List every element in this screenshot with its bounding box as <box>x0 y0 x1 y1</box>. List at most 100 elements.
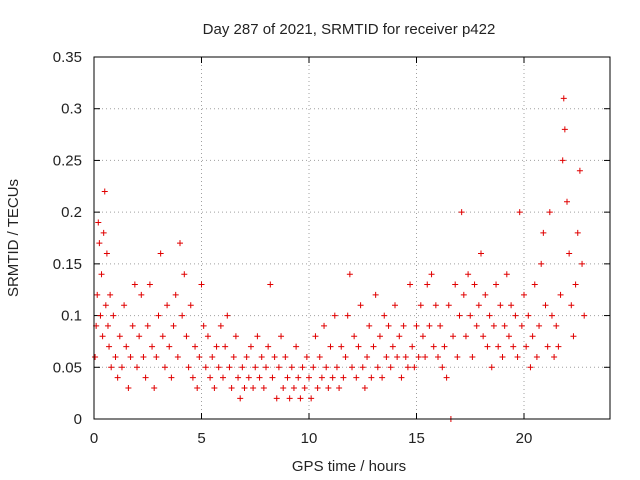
data-point <box>419 333 426 340</box>
data-point <box>340 374 347 381</box>
data-point <box>101 188 108 195</box>
data-point <box>226 364 233 371</box>
data-point <box>490 322 497 329</box>
data-point <box>155 312 162 319</box>
data-point <box>561 126 568 133</box>
data-point <box>542 302 549 309</box>
data-point <box>426 322 433 329</box>
data-point <box>222 343 229 350</box>
data-point <box>181 271 188 278</box>
data-point <box>538 260 545 267</box>
data-point <box>108 364 115 371</box>
data-point <box>568 302 575 309</box>
data-point <box>548 312 555 319</box>
data-point <box>510 343 517 350</box>
data-point <box>144 322 151 329</box>
data-point <box>400 322 407 329</box>
data-point <box>355 343 362 350</box>
data-point <box>450 333 457 340</box>
data-point <box>336 384 343 391</box>
data-point <box>518 322 525 329</box>
y-tick-label: 0.25 <box>53 152 82 169</box>
data-point <box>478 250 484 257</box>
data-point <box>323 364 330 371</box>
data-point <box>456 312 463 319</box>
data-point <box>121 302 128 309</box>
data-point <box>228 384 235 391</box>
data-point <box>525 312 532 319</box>
data-point <box>396 333 403 340</box>
data-point <box>579 260 586 267</box>
data-point <box>183 333 190 340</box>
data-point <box>243 353 250 360</box>
data-point <box>469 353 476 360</box>
data-point <box>415 353 422 360</box>
data-point <box>194 384 201 391</box>
data-point <box>499 353 506 360</box>
data-point <box>129 322 136 329</box>
data-point <box>267 281 274 288</box>
data-point <box>564 198 570 205</box>
data-point <box>435 353 441 360</box>
data-point <box>383 353 390 360</box>
data-point <box>301 384 308 391</box>
data-point <box>138 291 145 298</box>
data-point <box>146 281 153 288</box>
y-tick-label: 0 <box>74 411 82 428</box>
data-point <box>239 364 246 371</box>
data-point <box>215 364 222 371</box>
data-point <box>293 343 300 350</box>
data-point <box>207 374 214 381</box>
data-point <box>97 312 104 319</box>
data-point <box>333 364 340 371</box>
data-point <box>546 209 553 216</box>
data-point <box>237 395 244 402</box>
data-point <box>299 364 306 371</box>
data-point <box>458 209 465 216</box>
x-tick-label: 10 <box>301 430 318 447</box>
data-point <box>269 374 276 381</box>
data-point <box>250 384 257 391</box>
data-point <box>116 333 123 340</box>
data-point <box>192 343 199 350</box>
data-point <box>98 271 105 278</box>
data-point <box>230 353 237 360</box>
data-point <box>398 374 405 381</box>
data-point <box>295 374 302 381</box>
data-point <box>576 167 583 174</box>
data-point <box>123 343 130 350</box>
data-point <box>164 302 171 309</box>
x-tick-label: 0 <box>90 430 98 447</box>
data-point <box>288 364 295 371</box>
data-point <box>170 322 177 329</box>
data-point <box>572 281 579 288</box>
data-point <box>151 384 158 391</box>
data-point <box>560 95 567 102</box>
data-point <box>327 343 334 350</box>
data-point <box>102 302 109 309</box>
data-point <box>392 302 398 309</box>
data-point <box>232 333 239 340</box>
data-point <box>443 374 450 381</box>
data-point <box>501 322 508 329</box>
data-point <box>312 333 319 340</box>
data-point <box>157 250 164 257</box>
x-tick-label: 20 <box>516 430 533 447</box>
data-point <box>256 374 263 381</box>
data-point <box>349 364 355 371</box>
data-point <box>570 333 577 340</box>
data-point <box>172 291 179 298</box>
data-point <box>329 374 336 381</box>
data-point <box>521 291 527 298</box>
plot-frame <box>93 56 611 420</box>
data-point <box>213 343 220 350</box>
data-point <box>174 353 181 360</box>
y-axis-label: SRMTID / TECUs <box>5 179 22 297</box>
data-point <box>581 312 588 319</box>
data-point <box>527 364 534 371</box>
data-point <box>437 322 444 329</box>
data-point <box>374 364 381 371</box>
data-point <box>366 322 373 329</box>
data-point <box>185 364 192 371</box>
